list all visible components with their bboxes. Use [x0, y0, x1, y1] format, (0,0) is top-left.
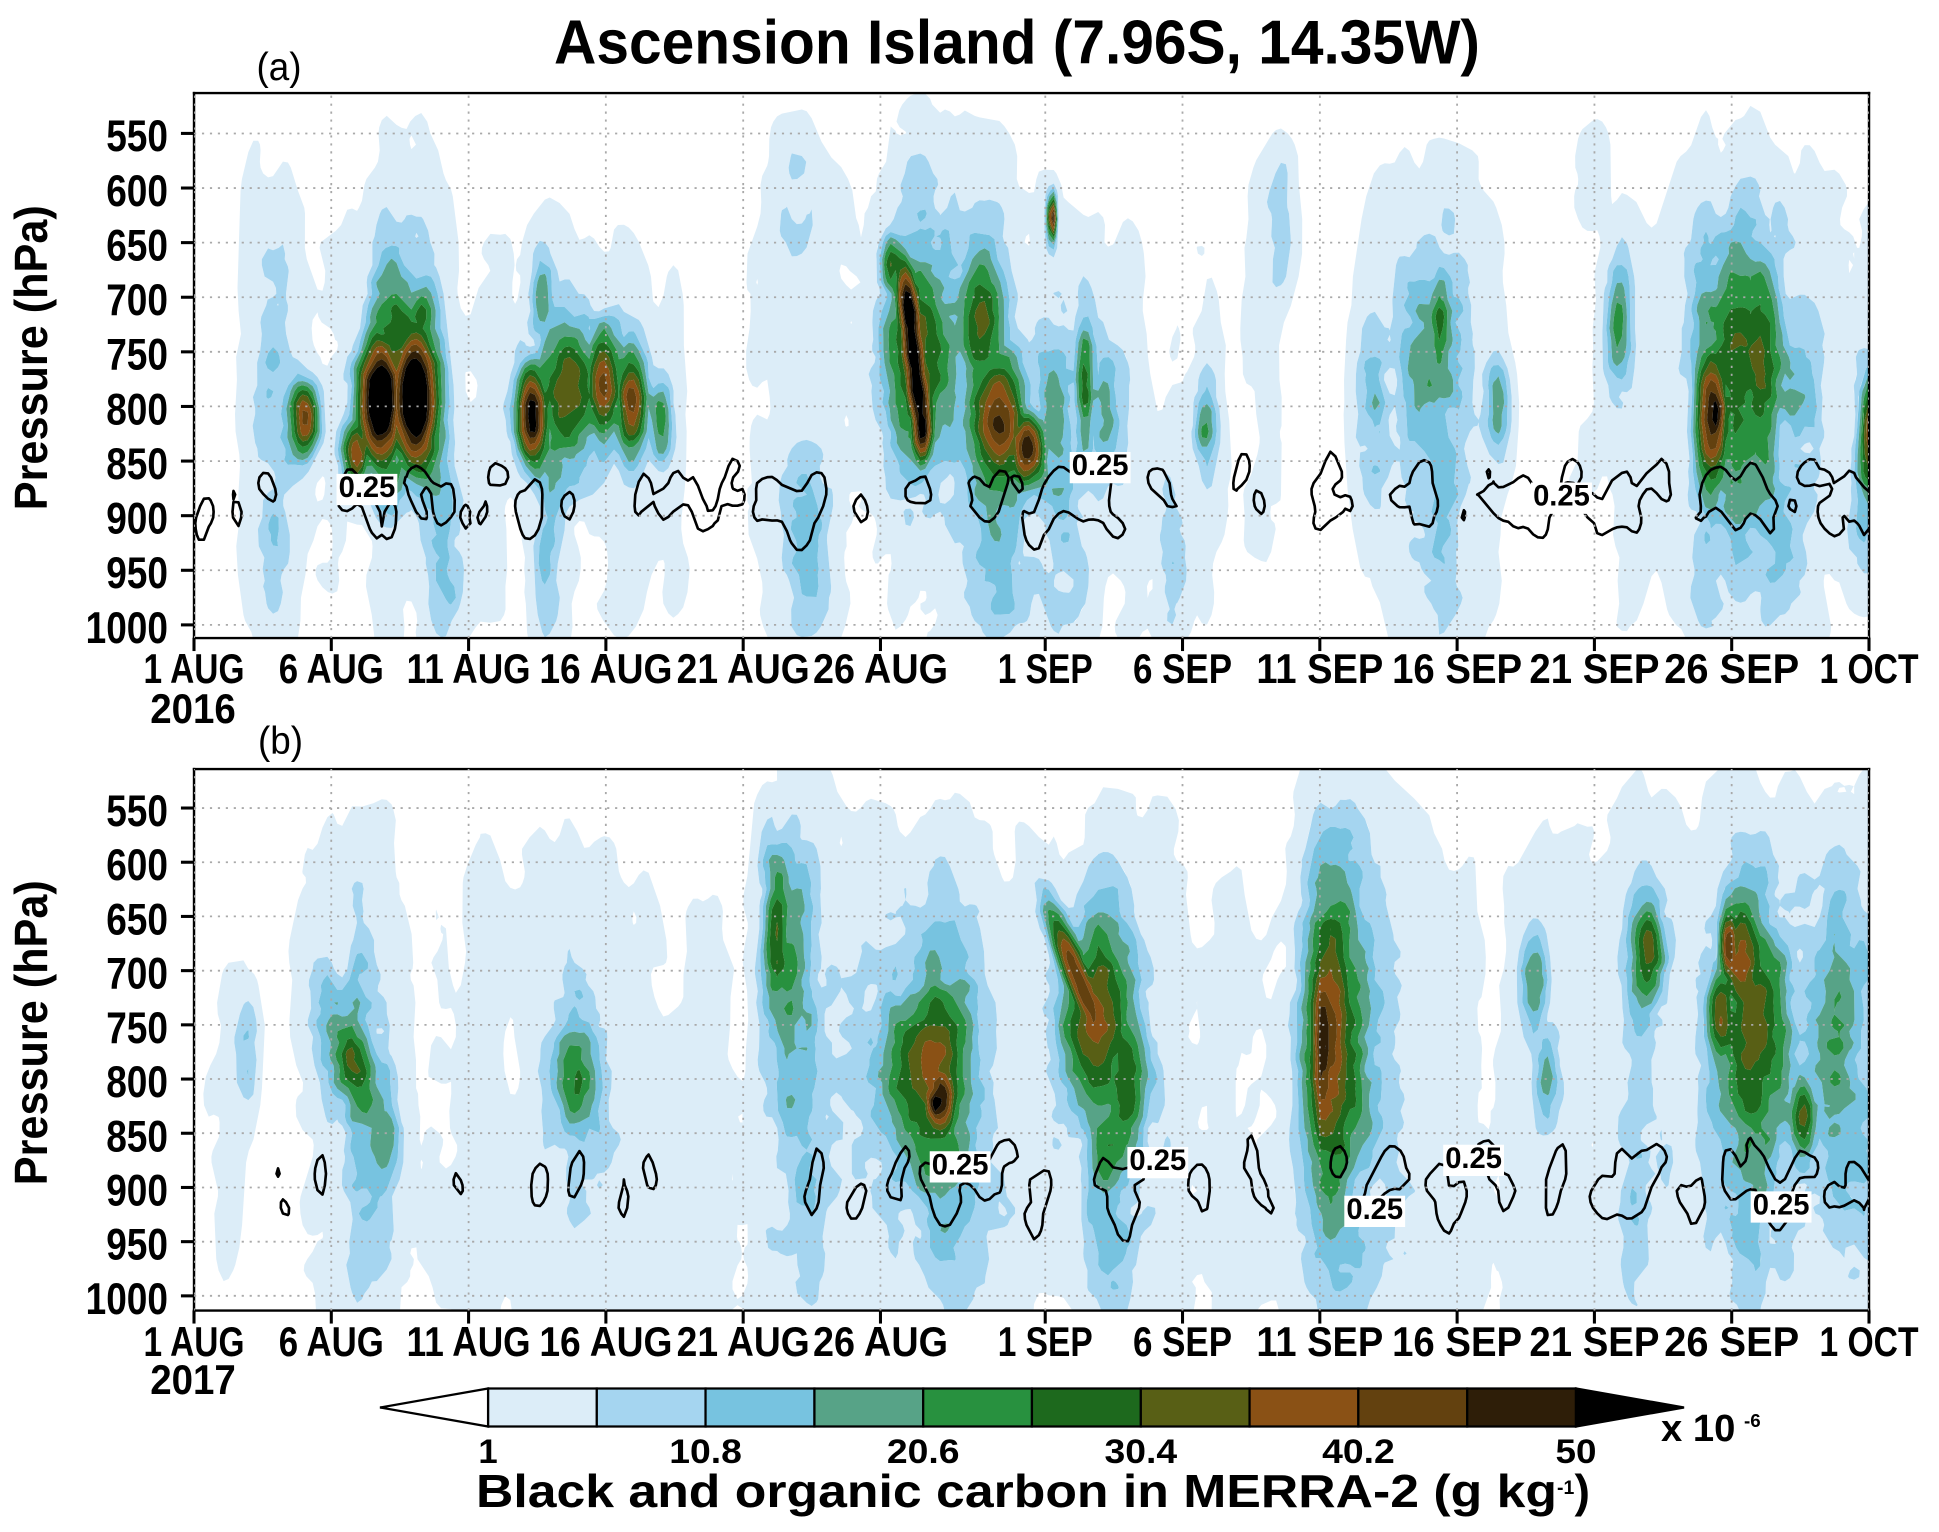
svg-text:550: 550 — [106, 787, 168, 836]
svg-text:21 AUG: 21 AUG — [677, 1318, 810, 1365]
svg-text:0.25: 0.25 — [339, 472, 396, 504]
svg-text:700: 700 — [106, 950, 168, 999]
svg-text:Pressure (hPa): Pressure (hPa) — [5, 880, 57, 1185]
svg-text:600: 600 — [106, 841, 168, 890]
svg-text:50: 50 — [1556, 1433, 1597, 1471]
svg-text:850: 850 — [106, 1112, 168, 1161]
svg-text:26 SEP: 26 SEP — [1664, 1318, 1799, 1365]
svg-text:-1: -1 — [1557, 1477, 1574, 1499]
svg-text:0.25: 0.25 — [1753, 1190, 1810, 1222]
svg-text:650: 650 — [106, 895, 168, 944]
svg-text:21 AUG: 21 AUG — [677, 645, 810, 692]
svg-text:21 SEP: 21 SEP — [1529, 645, 1659, 692]
svg-text:x 10: x 10 — [1661, 1407, 1735, 1450]
svg-text:26 AUG: 26 AUG — [813, 1318, 948, 1365]
svg-text:0.25: 0.25 — [1346, 1194, 1403, 1226]
svg-text:600: 600 — [106, 167, 168, 216]
svg-text:6 AUG: 6 AUG — [279, 645, 384, 692]
svg-text:700: 700 — [106, 276, 168, 325]
svg-text:0.25: 0.25 — [1072, 450, 1129, 482]
svg-text:1 AUG: 1 AUG — [144, 645, 245, 692]
svg-text:800: 800 — [106, 385, 168, 434]
svg-text:850: 850 — [106, 440, 168, 489]
svg-text:26 SEP: 26 SEP — [1664, 645, 1799, 692]
svg-text:(a): (a) — [257, 46, 302, 89]
svg-text:16 AUG: 16 AUG — [539, 645, 672, 692]
svg-text:16 SEP: 16 SEP — [1392, 645, 1522, 692]
svg-text:950: 950 — [106, 1221, 168, 1270]
svg-text:21 SEP: 21 SEP — [1529, 1318, 1659, 1365]
svg-text:1000: 1000 — [86, 1275, 168, 1324]
svg-text:0.25: 0.25 — [1445, 1143, 1502, 1175]
svg-text:1 SEP: 1 SEP — [998, 1318, 1093, 1365]
svg-text:750: 750 — [106, 331, 168, 380]
svg-text:6 AUG: 6 AUG — [279, 1318, 384, 1365]
svg-text:1 OCT: 1 OCT — [1819, 645, 1918, 692]
svg-text:6 SEP: 6 SEP — [1133, 1318, 1232, 1365]
svg-text:-6: -6 — [1744, 1410, 1761, 1431]
svg-text:550: 550 — [106, 112, 168, 161]
svg-text:0.25: 0.25 — [1129, 1145, 1186, 1177]
svg-text:950: 950 — [106, 549, 168, 598]
svg-text:16 AUG: 16 AUG — [539, 1318, 672, 1365]
svg-text:2017: 2017 — [150, 1356, 236, 1403]
svg-text:11 AUG: 11 AUG — [407, 645, 531, 692]
svg-text:0.25: 0.25 — [932, 1149, 989, 1181]
svg-text:Ascension Island (7.96S, 14.35: Ascension Island (7.96S, 14.35W) — [554, 7, 1480, 77]
svg-text:11 SEP: 11 SEP — [1256, 1318, 1383, 1365]
svg-text:1: 1 — [478, 1433, 497, 1471]
svg-text:30.4: 30.4 — [1104, 1433, 1177, 1471]
svg-text:2016: 2016 — [150, 685, 236, 732]
svg-text:1 OCT: 1 OCT — [1819, 1318, 1918, 1365]
svg-text:900: 900 — [106, 495, 168, 544]
svg-text:20.6: 20.6 — [887, 1433, 960, 1471]
svg-text:(b): (b) — [258, 720, 303, 763]
svg-text:11 AUG: 11 AUG — [407, 1318, 531, 1365]
svg-text:10.8: 10.8 — [669, 1433, 742, 1471]
svg-text:Pressure (hPa): Pressure (hPa) — [5, 205, 57, 510]
svg-text:1 SEP: 1 SEP — [998, 645, 1093, 692]
svg-text:11 SEP: 11 SEP — [1256, 645, 1383, 692]
svg-text:1000: 1000 — [86, 604, 168, 653]
svg-text:40.2: 40.2 — [1322, 1433, 1395, 1471]
svg-text:650: 650 — [106, 221, 168, 270]
svg-text:900: 900 — [106, 1166, 168, 1215]
svg-text:800: 800 — [106, 1058, 168, 1107]
svg-text:): ) — [1575, 1465, 1591, 1517]
svg-text:Black and organic carbon in ME: Black and organic carbon in MERRA-2 (g k… — [476, 1465, 1557, 1517]
svg-text:1 AUG: 1 AUG — [144, 1318, 245, 1365]
svg-text:16 SEP: 16 SEP — [1392, 1318, 1522, 1365]
svg-text:0.25: 0.25 — [1533, 481, 1590, 513]
svg-text:750: 750 — [106, 1004, 168, 1053]
svg-text:26 AUG: 26 AUG — [813, 645, 948, 692]
svg-text:6 SEP: 6 SEP — [1133, 645, 1232, 692]
